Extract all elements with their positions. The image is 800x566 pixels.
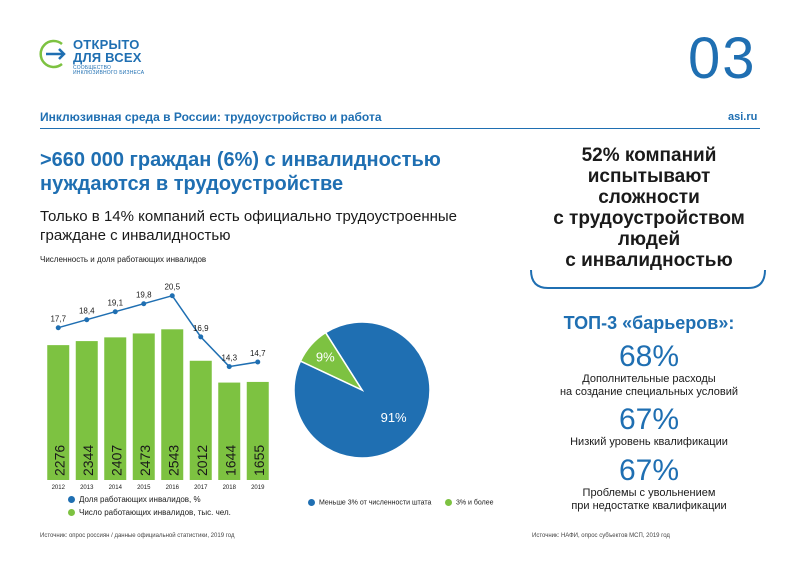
share-label-2014: 19,1 — [107, 299, 123, 308]
bar-2012 — [47, 345, 70, 480]
x-tick-2017: 2017 — [194, 485, 208, 491]
x-tick-2018: 2018 — [223, 485, 237, 491]
page-number: 03 — [688, 26, 757, 91]
top3-title: ТОП-3 «барьеров»: — [563, 313, 735, 333]
share-point-2018 — [226, 364, 232, 370]
barrier-3: 67% Проблемы с увольнением при недостатк… — [530, 455, 768, 513]
x-tick-2015: 2015 — [137, 485, 151, 491]
share-point-2013 — [84, 317, 90, 323]
bar-value-2016: 2543 — [165, 445, 181, 476]
share-label-2017: 16,9 — [193, 324, 209, 333]
share-label-2018: 14,3 — [221, 354, 237, 363]
stat-bracket — [530, 269, 766, 289]
pie-legend-2: 3% и более — [445, 499, 494, 506]
pie-legend-1: Меньше 3% от численности штата — [308, 499, 431, 506]
pie-label-1: 91% — [381, 410, 407, 425]
pie-chart: 91% 9% — [293, 321, 431, 459]
logo-arrow-icon — [39, 39, 66, 69]
stat-line-3: сложности — [598, 187, 700, 208]
bar-2018 — [218, 382, 241, 480]
share-label-2019: 14,7 — [250, 349, 266, 358]
x-tick-2019: 2019 — [251, 485, 265, 491]
bar-2019 — [246, 381, 269, 480]
barrier-1: 68% Дополнительные расходы на создание с… — [530, 341, 768, 399]
section-title: Инклюзивная среда в России: трудоустройс… — [40, 110, 382, 124]
barrier-1-text-2: на создание специальных условий — [559, 386, 739, 398]
share-point-2019 — [255, 359, 261, 365]
section-rule — [40, 128, 760, 129]
bar-value-2015: 2473 — [137, 445, 153, 476]
source-right: Источник: НАФИ, опрос субъектов МСП, 201… — [532, 533, 670, 539]
barrier-1-pct: 68% — [618, 340, 680, 373]
bar-value-2017: 2012 — [194, 445, 210, 476]
x-tick-2012: 2012 — [52, 485, 66, 491]
share-label-2013: 18,4 — [79, 307, 95, 316]
barrier-3-pct: 67% — [618, 454, 680, 487]
legend-dot-blue — [68, 496, 75, 504]
x-tick-2014: 2014 — [109, 485, 123, 491]
bar-2014 — [104, 337, 127, 480]
barrier-3-text-2: при недостатке квалификации — [571, 500, 727, 512]
site-link[interactable]: asi.ru — [728, 111, 758, 123]
pie-legend-label-1: Меньше 3% от численности штата — [319, 499, 432, 507]
pie-label-2: 9% — [316, 350, 335, 365]
pie-legend-dot-green — [445, 499, 452, 506]
barrier-2-text-1: Низкий уровень квалификации — [570, 436, 728, 448]
legend-dot-green — [68, 509, 75, 517]
bar-2015 — [132, 333, 155, 480]
pie-legend-dot-blue — [308, 499, 315, 506]
bar-line-chart: 2276 2012 2344 2013 2407 2014 2473 2015 2543 2016… — [47, 283, 269, 491]
subhead-line2: граждане с инвалидностью — [40, 227, 231, 244]
legend-line-label: Доля работающих инвалидов, % — [79, 495, 201, 504]
bar-2017 — [189, 360, 212, 480]
barrier-1-text-1: Дополнительные расходы — [582, 373, 716, 385]
share-label-2012: 17,7 — [50, 315, 66, 324]
x-tick-2016: 2016 — [166, 485, 180, 491]
stat-line-6: с инвалидностью — [565, 250, 733, 271]
share-line — [58, 294, 258, 368]
source-left: Источник: опрос россиян / данные официал… — [40, 533, 235, 539]
bar-value-2012: 2276 — [51, 445, 67, 476]
barrier-2-pct: 67% — [618, 403, 680, 436]
share-point-2017 — [198, 334, 204, 340]
bar-chart-title: Численность и доля работающих инвалидов — [40, 255, 207, 264]
share-point-2012 — [55, 325, 61, 331]
barrier-3-text-1: Проблемы с увольнением — [582, 487, 716, 499]
right-panel: 52% компаний испытывают сложности с труд… — [530, 145, 768, 271]
logo-line2: ДЛЯ ВСЕХ — [73, 50, 142, 65]
legend-line-series: Доля работающих инвалидов, % — [68, 495, 201, 504]
x-tick-2013: 2013 — [80, 485, 94, 491]
stat-line-2: испытывают — [587, 166, 711, 187]
stat-line-1: 52% компаний — [581, 145, 717, 166]
stat-line-5: людей — [617, 229, 681, 250]
headline-line1: >660 000 граждан (6%) с инвалидностью — [40, 149, 441, 171]
share-point-2015 — [141, 301, 147, 307]
logo: ОТКРЫТО ДЛЯ ВСЕХ СООБЩЕСТВО ИНКЛЮЗИВНОГО… — [38, 36, 158, 76]
logo-tagline2: ИНКЛЮЗИВНОГО БИЗНЕСА — [73, 70, 145, 76]
bar-value-2014: 2407 — [108, 445, 124, 476]
pie-slice-2 — [299, 331, 365, 392]
headline-line2: нуждаются в трудоустройстве — [40, 173, 344, 195]
logo-line1: ОТКРЫТО — [73, 37, 140, 52]
share-label-2016: 20,5 — [164, 283, 180, 292]
bar-value-2018: 1644 — [222, 445, 238, 476]
bar-2016 — [161, 329, 184, 480]
bar-value-2019: 1655 — [251, 445, 267, 476]
barrier-2: 67% Низкий уровень квалификации — [530, 404, 768, 449]
stat-line-4: с трудоустройством — [553, 208, 745, 229]
logo-tagline1: СООБЩЕСТВО — [73, 65, 112, 71]
pie-legend-label-2: 3% и более — [456, 499, 494, 507]
legend-bar-label: Число работающих инвалидов, тыс. чел. — [79, 508, 231, 517]
share-point-2016 — [169, 293, 175, 299]
bar-value-2013: 2344 — [80, 445, 96, 476]
subhead-line1: Только в 14% компаний есть официально тр… — [40, 208, 458, 225]
legend-bar-series: Число работающих инвалидов, тыс. чел. — [68, 508, 231, 517]
bar-2013 — [75, 341, 98, 480]
share-point-2014 — [112, 309, 118, 315]
share-label-2015: 19,8 — [136, 291, 152, 300]
